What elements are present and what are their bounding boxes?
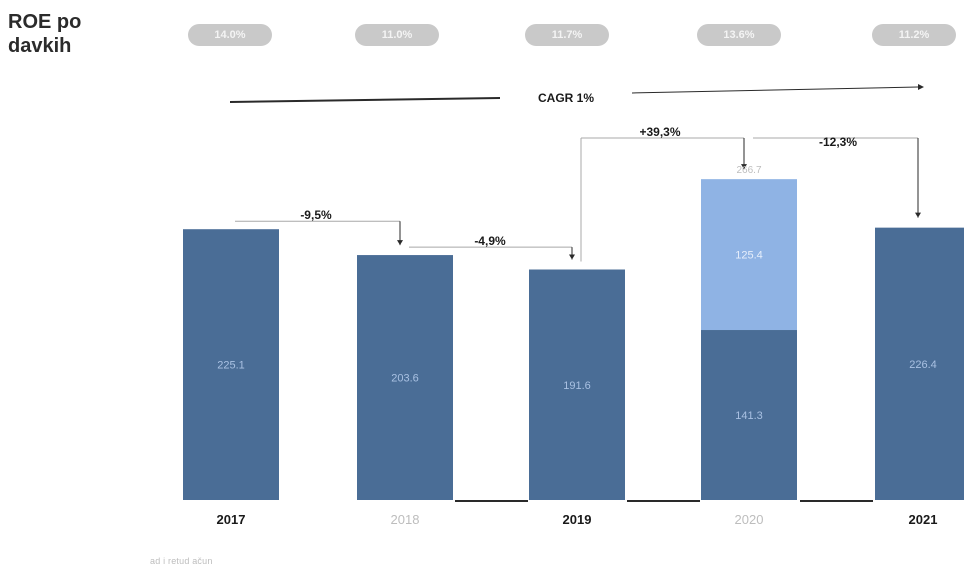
connector-arrowhead-2019 bbox=[569, 254, 575, 260]
cagr-line-right bbox=[631, 86, 919, 94]
bar-value-label-2020: 141.3 bbox=[735, 410, 763, 422]
connector-arrowhead-2018 bbox=[397, 240, 403, 246]
chart-title: ROE po davkih bbox=[8, 10, 81, 58]
connector-arrowhead-2021 bbox=[915, 212, 921, 218]
bar-value-label-2021: 226.4 bbox=[909, 359, 937, 371]
x-tick-2018: 2018 bbox=[391, 512, 420, 527]
title-line-1: ROE po bbox=[8, 11, 82, 33]
title-line-2: davkih bbox=[8, 35, 72, 57]
change-label-1: -4,9% bbox=[474, 234, 506, 248]
change-label-0: -9,5% bbox=[300, 208, 332, 222]
bar-value-label-2019: 191.6 bbox=[563, 380, 591, 392]
roe-pill-2021: 11.2% bbox=[872, 24, 956, 46]
footnote: ad i retud ačun bbox=[150, 556, 213, 566]
x-tick-2020: 2020 bbox=[735, 512, 764, 527]
roe-pill-2019: 11.7% bbox=[525, 24, 609, 46]
bar-2018 bbox=[357, 255, 453, 500]
labels-group: 225.1 2017 203.6 2018 191.6 2019 125.4 141.3 266… bbox=[217, 125, 938, 527]
total-label-2020: 266.7 bbox=[736, 165, 761, 176]
segment-value-label-2020: 125.4 bbox=[735, 250, 763, 262]
bar-2017 bbox=[183, 229, 279, 500]
x-tick-2021: 2021 bbox=[909, 512, 938, 527]
roe-pill-2018: 11.0% bbox=[355, 24, 439, 46]
roe-pill-2020: 13.6% bbox=[697, 24, 781, 46]
cagr-label: CAGR 1% bbox=[538, 91, 594, 105]
roe-pill-2017: 14.0% bbox=[188, 24, 272, 46]
x-tick-2017: 2017 bbox=[217, 512, 246, 527]
bars-group bbox=[183, 179, 964, 500]
bar-value-label-2018: 203.6 bbox=[391, 373, 419, 385]
bar-segment-2020 bbox=[701, 179, 797, 331]
cagr-line-left bbox=[229, 97, 501, 103]
bar-value-label-2017: 225.1 bbox=[217, 360, 245, 372]
bar-2019 bbox=[529, 269, 625, 500]
bar-2021 bbox=[875, 227, 964, 500]
change-label-3: -12,3% bbox=[819, 135, 857, 149]
change-label-2: +39,3% bbox=[639, 125, 680, 139]
connector-arrowhead-2020 bbox=[741, 164, 747, 170]
bar-2020 bbox=[701, 330, 797, 500]
cagr-arrowhead bbox=[918, 84, 924, 90]
x-tick-2019: 2019 bbox=[563, 512, 592, 527]
connectors-group bbox=[235, 137, 921, 502]
